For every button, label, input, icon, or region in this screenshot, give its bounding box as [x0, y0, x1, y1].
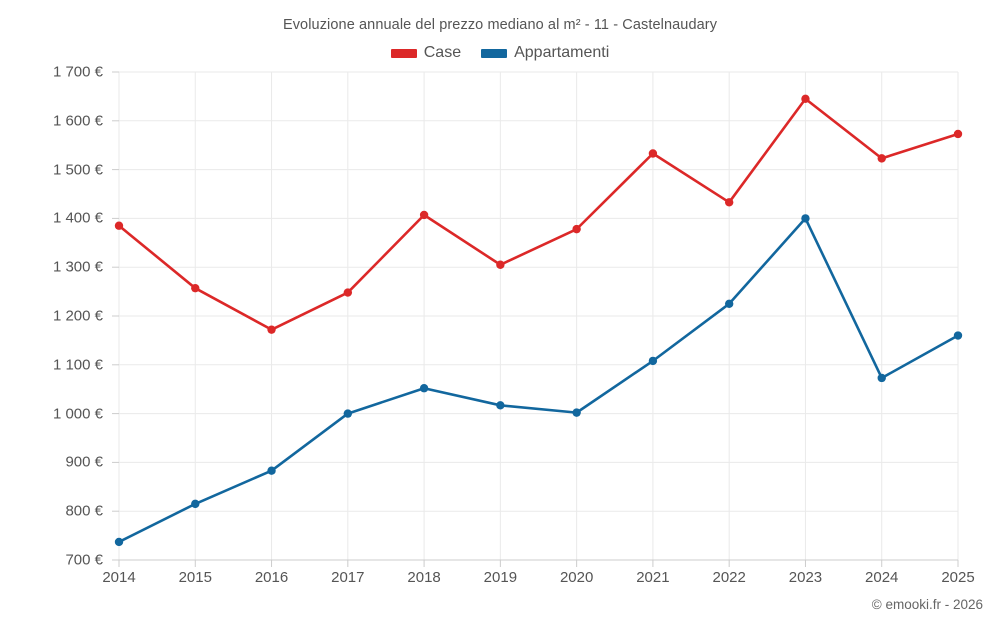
y-axis-tick-label: 1 500 €	[52, 161, 103, 179]
y-axis-tick-label: 1 000 €	[52, 405, 103, 423]
y-axis-tick-label: 1 700 €	[52, 63, 103, 81]
x-axis-tick-label: 2018	[407, 569, 441, 586]
chart-legend: Case Appartamenti	[0, 44, 1000, 62]
chart-title: Evoluzione annuale del prezzo mediano al…	[282, 17, 718, 33]
x-axis-tick-label: 2016	[254, 569, 289, 586]
y-axis-tick-label: 1 200 €	[52, 307, 103, 325]
legend-swatch-icon	[390, 48, 417, 58]
axis-lines	[112, 71, 959, 567]
x-axis-tick-label: 2014	[102, 569, 136, 586]
legend-label-case: Case	[423, 44, 462, 61]
footer-credit: © emooki.fr - 2026	[871, 597, 983, 612]
x-axis-tick-label: 2017	[331, 569, 365, 586]
y-axis-labels: 700 € 800 € 900 € 1 000 € 1 100 € 1 200 € 1 30…	[0, 0, 103, 625]
legend-item-appartamenti[interactable]: Appartamenti	[481, 44, 609, 62]
x-axis-tick-label: 2020	[559, 569, 594, 586]
x-axis-tick-label: 2015	[178, 569, 212, 586]
legend-item-case[interactable]: Case	[390, 44, 462, 62]
legend-label-appartamenti: Appartamenti	[514, 44, 610, 61]
y-axis-tick-label: 1 600 €	[52, 112, 103, 130]
y-axis-tick-label: 1 300 €	[52, 258, 103, 276]
y-axis-tick-label: 1 100 €	[52, 356, 103, 374]
y-axis-tick-label: 1 400 €	[52, 209, 103, 227]
legend-swatch-icon	[481, 48, 508, 58]
y-axis-tick-label: 700 €	[65, 551, 103, 569]
y-axis-tick-label: 800 €	[65, 502, 103, 520]
y-axis-tick-label: 900 €	[65, 453, 103, 471]
x-axis-tick-label: 2021	[636, 569, 670, 586]
x-axis-tick-label: 2025	[941, 569, 975, 586]
x-axis-tick-label: 2022	[712, 569, 746, 586]
x-axis-tick-label: 2024	[865, 569, 899, 586]
data-series	[114, 94, 963, 547]
x-axis-tick-label: 2019	[483, 569, 518, 586]
x-axis-tick-label: 2023	[788, 569, 823, 586]
grid-lines	[118, 71, 959, 561]
